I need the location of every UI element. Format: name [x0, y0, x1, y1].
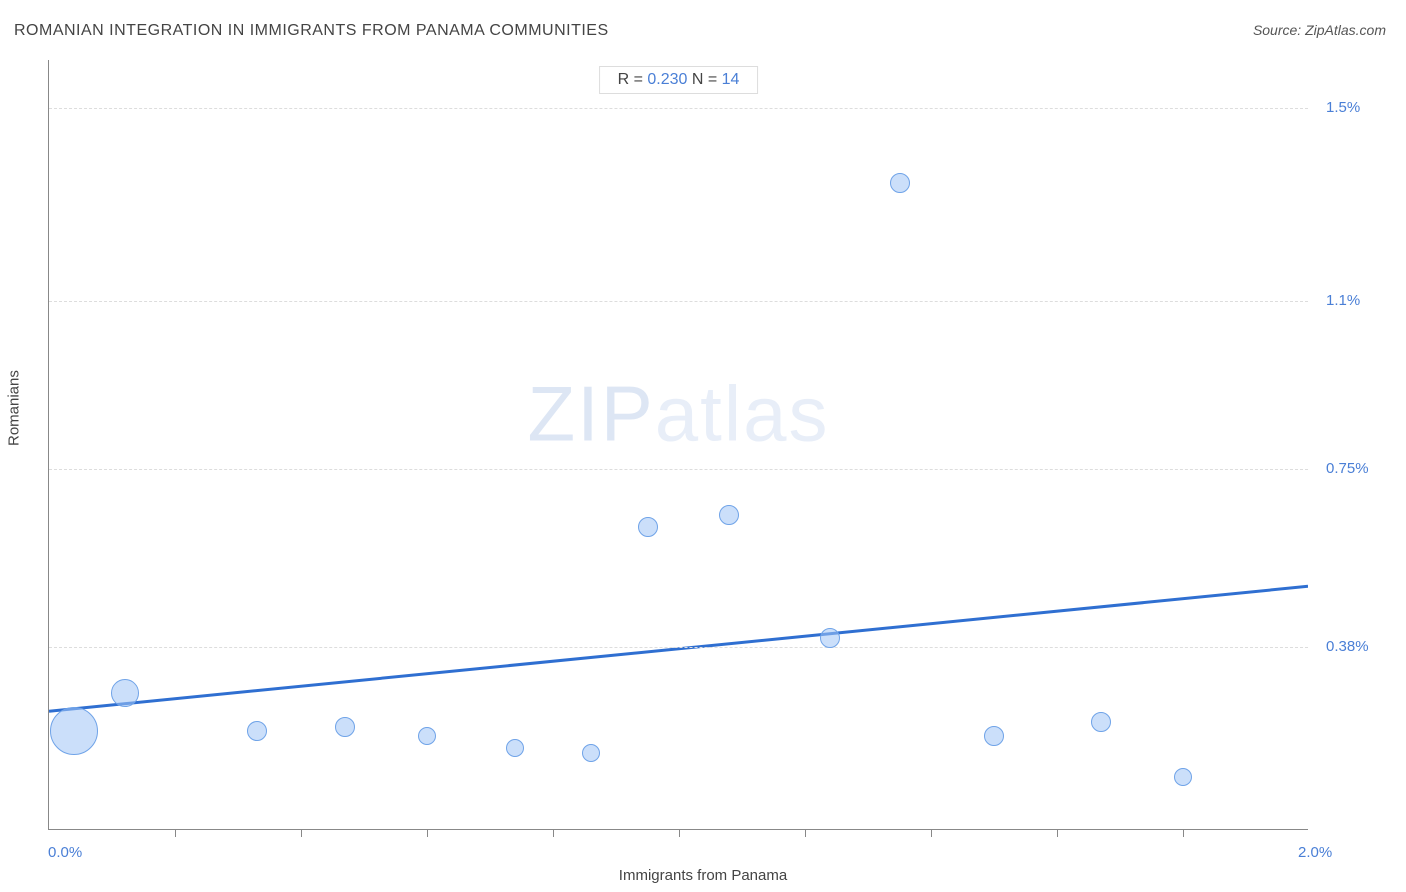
x-minor-tick: [427, 829, 428, 837]
watermark-text: ZIPatlas: [527, 368, 829, 459]
stat-n-label: N =: [687, 71, 721, 88]
watermark-zip: ZIP: [527, 369, 654, 457]
plot-area: ZIPatlas R = 0.230 N = 14: [48, 60, 1308, 830]
source-attribution: Source: ZipAtlas.com: [1253, 22, 1386, 38]
data-bubble: [1174, 768, 1192, 786]
y-tick-label: 1.5%: [1326, 99, 1360, 116]
data-bubble: [111, 679, 139, 707]
data-bubble: [1091, 712, 1111, 732]
watermark-atlas: atlas: [655, 369, 830, 457]
x-minor-tick: [805, 829, 806, 837]
y-tick-label: 0.75%: [1326, 460, 1369, 477]
chart-title: ROMANIAN INTEGRATION IN IMMIGRANTS FROM …: [14, 22, 609, 40]
y-tick-label: 1.1%: [1326, 292, 1360, 309]
y-axis-title: Romanians: [6, 370, 23, 446]
data-bubble: [719, 505, 739, 525]
chart-container: ROMANIAN INTEGRATION IN IMMIGRANTS FROM …: [0, 0, 1406, 892]
x-minor-tick: [1057, 829, 1058, 837]
x-minor-tick: [679, 829, 680, 837]
data-bubble: [638, 517, 658, 537]
x-minor-tick: [175, 829, 176, 837]
x-minor-tick: [1183, 829, 1184, 837]
gridline-h: [49, 108, 1308, 109]
x-axis-title: Immigrants from Panama: [619, 867, 787, 884]
data-bubble: [582, 744, 600, 762]
gridline-h: [49, 647, 1308, 648]
y-tick-label: 0.38%: [1326, 638, 1369, 655]
trendline: [49, 586, 1308, 711]
stat-r-value: 0.230: [647, 71, 687, 88]
data-bubble: [50, 707, 98, 755]
data-bubble: [984, 726, 1004, 746]
x-minor-tick: [301, 829, 302, 837]
data-bubble: [418, 727, 436, 745]
stat-n-value: 14: [722, 71, 740, 88]
data-bubble: [335, 717, 355, 737]
x-minor-tick: [931, 829, 932, 837]
x-tick-label: 0.0%: [48, 844, 82, 861]
data-bubble: [820, 628, 840, 648]
gridline-h: [49, 469, 1308, 470]
correlation-stats-box: R = 0.230 N = 14: [599, 66, 759, 94]
data-bubble: [247, 721, 267, 741]
stat-r-label: R =: [618, 71, 648, 88]
data-bubble: [506, 739, 524, 757]
x-tick-label: 2.0%: [1298, 844, 1332, 861]
data-bubble: [890, 173, 910, 193]
x-minor-tick: [553, 829, 554, 837]
gridline-h: [49, 301, 1308, 302]
